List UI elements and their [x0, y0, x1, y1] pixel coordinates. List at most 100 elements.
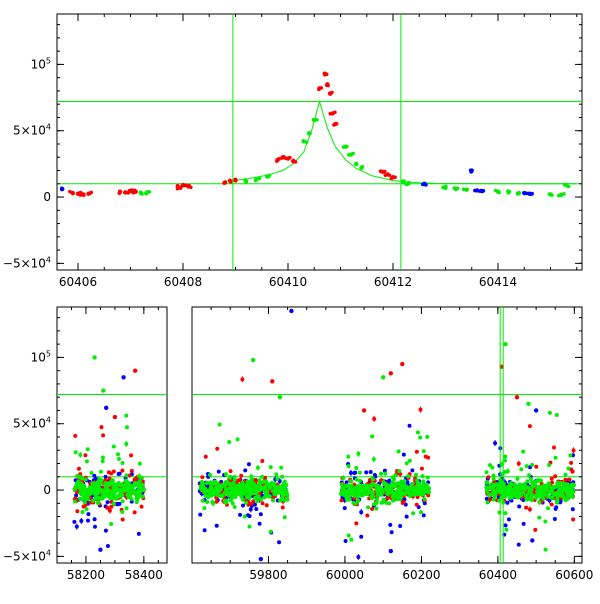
- data-point: [123, 478, 128, 483]
- data-point: [280, 483, 285, 489]
- data-point: [98, 496, 103, 501]
- x-tick-label: 60400: [479, 568, 517, 582]
- data-point: [344, 144, 349, 149]
- data-point: [497, 510, 502, 515]
- data-point: [414, 486, 419, 492]
- data-point: [397, 469, 402, 474]
- data-point: [563, 477, 568, 482]
- data-point: [354, 477, 359, 482]
- data-point: [333, 110, 337, 115]
- data-point: [93, 476, 98, 481]
- data-point: [524, 505, 529, 510]
- data-point: [227, 491, 232, 496]
- data-point: [488, 497, 493, 502]
- data-point: [543, 547, 548, 552]
- outlier-point: [258, 556, 264, 562]
- data-point: [491, 476, 496, 481]
- data-point: [129, 468, 134, 473]
- data-point: [272, 492, 277, 497]
- data-point: [343, 539, 348, 544]
- data-point: [405, 182, 410, 187]
- data-point: [411, 511, 416, 516]
- data-point: [254, 507, 259, 512]
- data-point: [85, 497, 90, 502]
- data-point: [372, 416, 377, 421]
- data-point: [198, 512, 203, 517]
- data-point: [116, 471, 121, 476]
- data-point: [251, 499, 256, 504]
- data-point: [133, 481, 138, 486]
- data-point: [125, 425, 130, 430]
- data-point: [132, 477, 137, 482]
- data-point: [560, 485, 566, 491]
- data-point: [120, 517, 125, 522]
- outlier-point: [388, 548, 394, 554]
- data-point: [452, 186, 457, 190]
- data-point: [129, 188, 134, 192]
- data-point: [370, 507, 375, 512]
- data-point: [106, 493, 111, 499]
- outlier-point: [92, 355, 97, 360]
- data-point: [90, 485, 96, 490]
- data-point: [200, 486, 206, 491]
- data-point: [134, 500, 139, 505]
- data-point: [420, 474, 425, 479]
- data-point: [420, 182, 425, 187]
- data-point: [280, 156, 284, 160]
- data-point: [550, 480, 555, 485]
- data-point: [247, 484, 252, 489]
- data-point: [503, 454, 508, 459]
- data-point: [77, 474, 82, 479]
- data-point: [283, 156, 288, 161]
- data-point: [216, 469, 221, 474]
- data-point: [425, 434, 430, 439]
- data-point: [554, 413, 559, 418]
- data-point: [484, 485, 489, 490]
- data-point: [426, 488, 431, 494]
- data-point: [481, 188, 486, 193]
- data-point: [99, 425, 104, 430]
- data-point: [223, 480, 229, 485]
- data-point: [74, 524, 79, 529]
- data-point: [421, 449, 426, 454]
- data-point: [90, 498, 95, 503]
- data-point: [493, 441, 498, 446]
- data-point: [455, 186, 460, 191]
- data-point: [140, 487, 146, 492]
- x-tick-label: 60412: [374, 275, 412, 289]
- data-point: [244, 180, 248, 185]
- data-point: [78, 193, 83, 197]
- data-point: [562, 182, 567, 187]
- data-point: [349, 483, 354, 488]
- data-point: [401, 452, 406, 457]
- data-point: [388, 522, 393, 527]
- data-point: [351, 151, 355, 156]
- data-point: [537, 515, 542, 520]
- y-tick-label: 0: [43, 190, 51, 204]
- data-point: [215, 446, 220, 451]
- data-point: [342, 506, 347, 511]
- data-point: [354, 521, 359, 526]
- data-point: [72, 499, 77, 504]
- data-point: [137, 461, 142, 466]
- data-point: [266, 174, 271, 179]
- x-tick-label: 60406: [59, 275, 97, 289]
- data-point: [549, 476, 554, 481]
- data-point: [334, 121, 339, 126]
- model-curve: [224, 99, 577, 185]
- data-point: [75, 509, 80, 514]
- data-point: [76, 466, 81, 471]
- data-point: [328, 92, 333, 96]
- data-point: [371, 457, 376, 462]
- data-point: [235, 491, 241, 497]
- outlier-point: [400, 361, 405, 367]
- data-point: [399, 485, 405, 491]
- data-point: [74, 493, 79, 498]
- data-point: [232, 475, 237, 480]
- data-point: [261, 486, 266, 491]
- data-point: [124, 441, 129, 446]
- data-point: [418, 407, 423, 412]
- data-point: [383, 173, 388, 178]
- data-point: [105, 543, 110, 548]
- data-point: [103, 474, 108, 479]
